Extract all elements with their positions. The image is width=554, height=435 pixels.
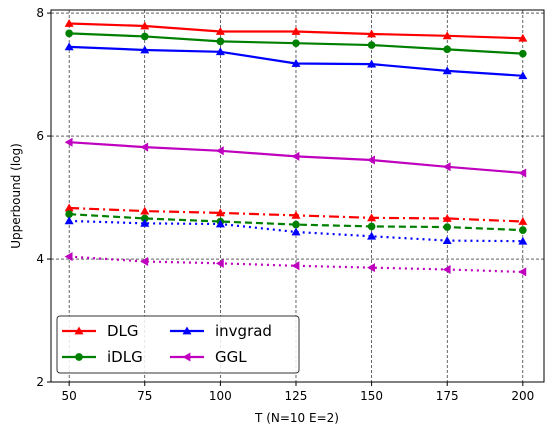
data-point: [140, 45, 150, 54]
data-point: [367, 231, 377, 240]
x-tick-label: 150: [360, 389, 383, 403]
data-point: [140, 206, 150, 215]
data-point: [442, 162, 451, 172]
y-tick-label: 2: [36, 375, 44, 389]
legend-label-invgrad: invgrad: [215, 322, 272, 340]
plot-frame: [50, 9, 545, 383]
x-tick-label: 175: [436, 389, 459, 403]
legend-marker-ggl: [182, 352, 191, 362]
data-point: [65, 210, 73, 218]
data-point: [442, 264, 451, 274]
x-tick-label: 75: [137, 389, 152, 403]
data-point: [64, 42, 74, 51]
y-tick-label: 6: [36, 129, 44, 143]
legend-label-dlg: DLG: [107, 322, 139, 340]
data-point: [367, 222, 376, 231]
legend-marker-invgrad: [182, 326, 192, 335]
data-point: [215, 208, 225, 217]
series-ggl-dotted: [64, 252, 527, 277]
data-point: [367, 155, 375, 165]
data-point: [518, 267, 527, 277]
data-point: [64, 137, 73, 147]
y-tick-label: 8: [36, 6, 44, 20]
data-point: [140, 256, 149, 266]
x-tick-label: 200: [511, 389, 534, 403]
x-tick-label: 50: [62, 389, 77, 403]
data-point: [291, 27, 301, 35]
series-layer: [64, 19, 528, 277]
data-point: [64, 19, 74, 27]
data-point: [64, 252, 73, 262]
data-point: [291, 210, 301, 219]
data-point: [291, 227, 301, 236]
legend-frame: [56, 315, 300, 374]
data-point: [140, 21, 150, 30]
data-point: [367, 263, 375, 273]
x-axis-title: T (N=10 E=2): [254, 411, 339, 425]
data-point: [518, 217, 528, 225]
series-idlg-solid: [65, 29, 527, 58]
data-point: [443, 45, 452, 54]
data-point: [65, 29, 73, 38]
data-point: [215, 27, 225, 35]
y-tick-label: 4: [36, 252, 44, 266]
series-dlg-solid: [64, 19, 528, 42]
data-point: [291, 151, 300, 161]
series-ggl-solid: [64, 137, 527, 178]
data-point: [140, 214, 149, 223]
data-point: [367, 59, 377, 68]
data-point: [216, 37, 225, 46]
x-tick-label: 125: [285, 389, 308, 403]
data-point: [442, 236, 452, 244]
series-invgrad-solid: [64, 42, 528, 80]
data-point: [140, 142, 149, 152]
data-point: [442, 31, 452, 40]
data-point: [292, 39, 300, 48]
data-point: [519, 226, 527, 234]
x-tick-label: 100: [209, 389, 232, 403]
data-point: [518, 33, 528, 42]
data-point: [215, 47, 225, 56]
data-point: [291, 58, 301, 67]
data-point: [519, 49, 527, 58]
data-point: [292, 220, 300, 229]
legend-marker-idlg: [75, 353, 83, 361]
data-point: [518, 168, 527, 178]
data-point: [367, 41, 376, 49]
data-point: [442, 213, 452, 222]
y-axis-title: Upperbound (log): [9, 143, 23, 249]
series-dlg-dashdot: [64, 203, 528, 225]
axes: 50 75 100 125 150 175 200 2 4 6 8: [36, 6, 534, 403]
data-point: [443, 223, 452, 231]
data-point: [518, 71, 528, 80]
data-point: [442, 66, 452, 75]
data-point: [64, 203, 74, 212]
data-point: [215, 219, 225, 228]
data-point: [291, 261, 300, 271]
data-point: [367, 29, 377, 38]
legend-label-idlg: iDLG: [107, 348, 143, 366]
data-point: [518, 236, 528, 245]
series-invgrad-dotted: [64, 216, 528, 245]
legend: DLG iDLG invgrad GGL: [56, 315, 300, 374]
data-point: [215, 258, 224, 268]
legend-label-ggl: GGL: [215, 348, 247, 366]
data-point: [64, 216, 74, 225]
data-point: [140, 32, 149, 41]
data-point: [140, 218, 150, 227]
data-point: [215, 146, 224, 156]
legend-marker-dlg: [74, 326, 84, 335]
data-point: [367, 213, 377, 222]
